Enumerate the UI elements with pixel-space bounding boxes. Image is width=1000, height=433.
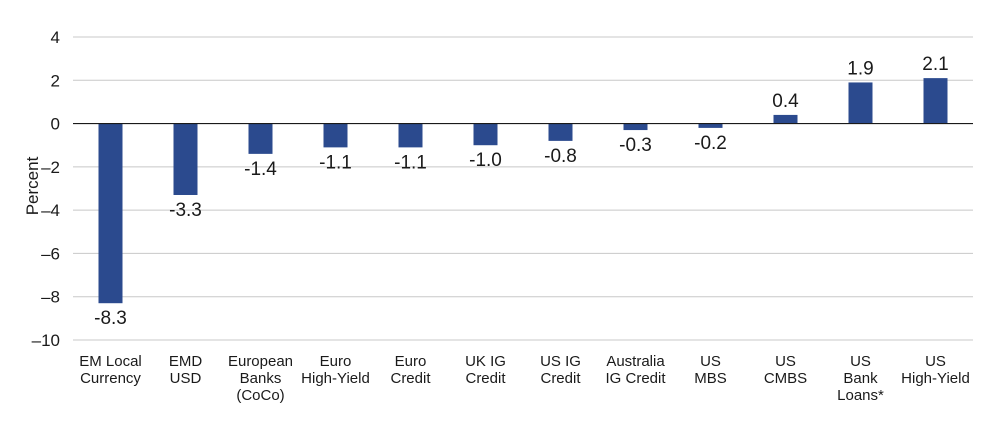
category-label: Euro <box>320 353 352 370</box>
y-tick-label: –2 <box>41 158 60 177</box>
value-label: -1.1 <box>319 152 352 173</box>
bar <box>848 82 873 124</box>
bar <box>473 123 498 146</box>
category-label: US IG <box>540 353 581 370</box>
category-label: US <box>775 353 796 370</box>
bar <box>173 123 198 195</box>
y-tick-label: –10 <box>32 331 60 350</box>
category-label: EM Local <box>79 353 142 370</box>
y-tick-label: 2 <box>51 71 60 90</box>
gridlines <box>73 36 973 341</box>
y-axis-ticks: 4 2 0 –2 –4 –6 –8 –10 <box>32 28 60 350</box>
value-label: -1.1 <box>394 152 427 173</box>
bar <box>773 114 798 124</box>
category-label: CMBS <box>764 370 807 387</box>
category-label: Banks <box>240 370 282 387</box>
y-axis-label: Percent <box>23 156 42 215</box>
value-label: 0.4 <box>772 91 799 112</box>
value-label: -1.0 <box>469 150 502 171</box>
category-label: USD <box>170 370 202 387</box>
category-label: UK IG <box>465 353 506 370</box>
value-label: -8.3 <box>94 308 127 329</box>
bar <box>923 78 948 124</box>
category-label: MBS <box>694 370 727 387</box>
value-label: 1.9 <box>847 58 873 79</box>
category-label: Credit <box>465 370 506 387</box>
y-tick-label: –6 <box>41 244 60 263</box>
bar <box>98 123 123 304</box>
value-label: -3.3 <box>169 200 202 221</box>
category-label: Credit <box>390 370 431 387</box>
category-label: High-Yield <box>301 370 370 387</box>
category-label: Credit <box>540 370 581 387</box>
category-label: US <box>850 353 871 370</box>
y-tick-label: –8 <box>41 288 60 307</box>
bars <box>98 78 948 304</box>
y-tick-label: 4 <box>51 28 60 47</box>
y-tick-label: 0 <box>51 115 60 134</box>
bar <box>698 123 723 128</box>
value-labels: -8.3 -3.3 -1.4 -1.1 -1.1 -1.0 -0.8 -0.3 -0.2 0.4 1… <box>94 54 949 329</box>
value-label: 2.1 <box>922 54 948 75</box>
category-label: Bank <box>843 370 878 387</box>
value-label: -0.3 <box>619 135 652 156</box>
category-label: High-Yield <box>901 370 970 387</box>
bar <box>398 123 423 148</box>
bar <box>248 123 273 154</box>
category-label: Loans* <box>837 387 884 404</box>
category-label: EMD <box>169 353 203 370</box>
value-label: -1.4 <box>244 159 277 180</box>
category-label: US <box>700 353 721 370</box>
bar <box>623 123 648 131</box>
value-label: -0.8 <box>544 146 577 167</box>
category-label: European <box>228 353 293 370</box>
category-label: Currency <box>80 370 141 387</box>
bar <box>323 123 348 148</box>
category-label: US <box>925 353 946 370</box>
category-label: Euro <box>395 353 427 370</box>
bar <box>548 123 573 141</box>
category-label: (CoCo) <box>236 387 284 404</box>
y-tick-label: –4 <box>41 201 60 220</box>
category-label: Australia <box>606 353 665 370</box>
category-label: IG Credit <box>605 370 666 387</box>
value-label: -0.2 <box>694 133 727 154</box>
